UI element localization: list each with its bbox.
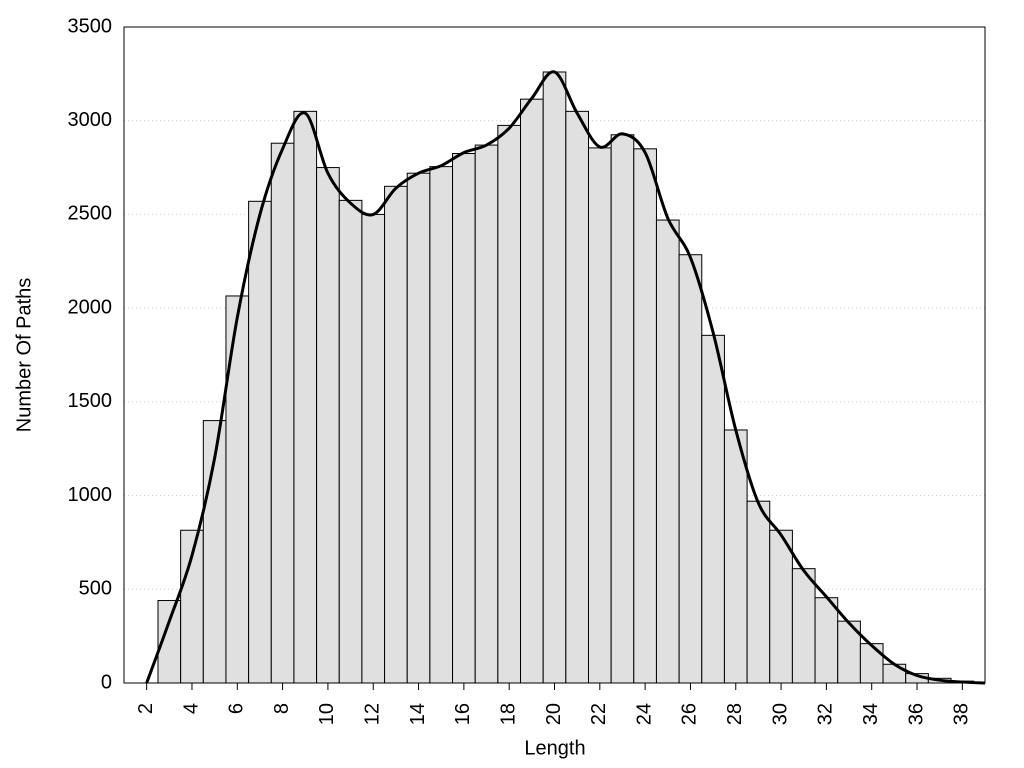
bar: [814, 597, 839, 684]
y-tick-label: 500: [79, 578, 112, 600]
x-tick-label: 28: [724, 703, 746, 725]
y-axis-label: Number Of Paths: [13, 278, 35, 433]
bar: [270, 142, 295, 684]
bar: [542, 71, 567, 684]
bar: [293, 110, 318, 684]
x-tick-label: 20: [543, 703, 565, 725]
bar: [791, 568, 816, 684]
x-tick-label: 14: [407, 703, 429, 725]
bar: [746, 500, 771, 684]
bar: [633, 148, 657, 684]
y-tick-label: 1000: [68, 484, 113, 506]
x-tick-label: 32: [815, 703, 837, 725]
bar: [723, 429, 748, 684]
bar: [520, 98, 544, 684]
x-tick-label: 4: [180, 703, 202, 714]
x-tick-label: 36: [905, 703, 927, 725]
y-tick-label: 2000: [68, 296, 113, 318]
x-tick-label: 2: [135, 703, 157, 714]
x-tick-label: 22: [588, 703, 610, 725]
bar: [769, 529, 793, 684]
bar: [678, 254, 703, 684]
bar: [316, 167, 340, 684]
x-tick-label: 16: [452, 703, 474, 725]
bar: [406, 172, 431, 684]
x-tick-label: 26: [679, 703, 701, 725]
bar: [225, 295, 250, 684]
x-tick-label: 34: [860, 703, 882, 725]
bar: [701, 334, 725, 684]
y-tick-label: 1500: [68, 390, 113, 412]
y-tick-label: 2500: [68, 203, 113, 225]
x-tick-label: 10: [316, 703, 338, 725]
bar: [565, 110, 589, 684]
x-tick-label: 24: [633, 703, 655, 725]
bar: [361, 213, 386, 684]
bar: [474, 144, 499, 684]
x-tick-label: 18: [497, 703, 519, 725]
bar: [338, 199, 363, 684]
x-tick-label: 12: [362, 703, 384, 725]
y-tick-label: 3000: [68, 109, 113, 131]
bar: [655, 219, 680, 684]
bar: [587, 147, 612, 684]
bar: [610, 134, 635, 684]
density-curve: [145, 70, 986, 685]
x-tick-label: 38: [951, 703, 973, 725]
y-tick-label: 3500: [68, 15, 113, 37]
plot-frame: [123, 26, 986, 684]
bar: [452, 153, 476, 684]
bar: [882, 663, 907, 684]
x-tick-label: 6: [226, 703, 248, 714]
bar: [497, 124, 522, 684]
x-axis-label: Length: [524, 737, 585, 759]
y-tick-label: 0: [101, 671, 112, 693]
x-tick-label: 30: [769, 703, 791, 725]
bar: [248, 200, 272, 684]
bar: [429, 166, 454, 684]
bar: [384, 185, 408, 684]
x-tick-label: 8: [271, 703, 293, 714]
bar: [859, 643, 884, 684]
